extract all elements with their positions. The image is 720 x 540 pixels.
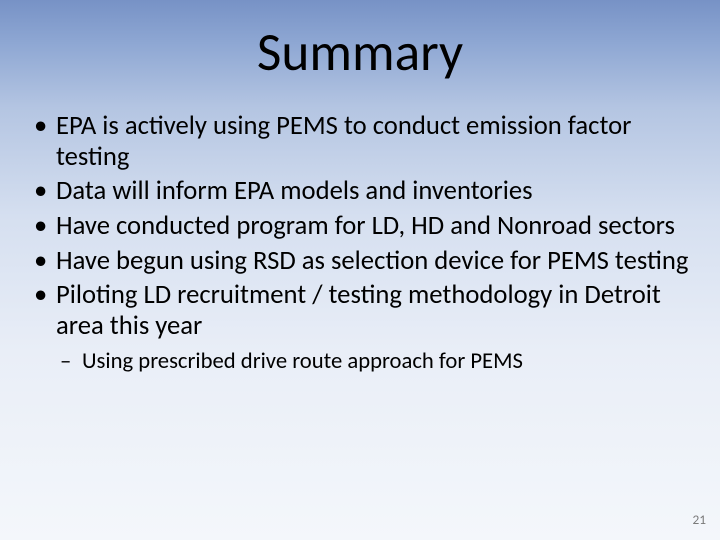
slide-content: EPA is actively using PEMS to conduct em…	[0, 99, 720, 375]
bullet-list: EPA is actively using PEMS to conduct em…	[28, 111, 690, 342]
bullet-item: Have begun using RSD as selection device…	[28, 246, 690, 277]
bullet-item: EPA is actively using PEMS to conduct em…	[28, 111, 690, 172]
bullet-item: Data will inform EPA models and inventor…	[28, 176, 690, 207]
sub-bullet-item: Using prescribed drive route approach fo…	[28, 348, 690, 375]
sub-bullet-list: Using prescribed drive route approach fo…	[28, 348, 690, 375]
bullet-item: Have conducted program for LD, HD and No…	[28, 211, 690, 242]
bullet-item: Piloting LD recruitment / testing method…	[28, 280, 690, 341]
page-number: 21	[692, 511, 706, 528]
slide-title: Summary	[0, 0, 720, 99]
